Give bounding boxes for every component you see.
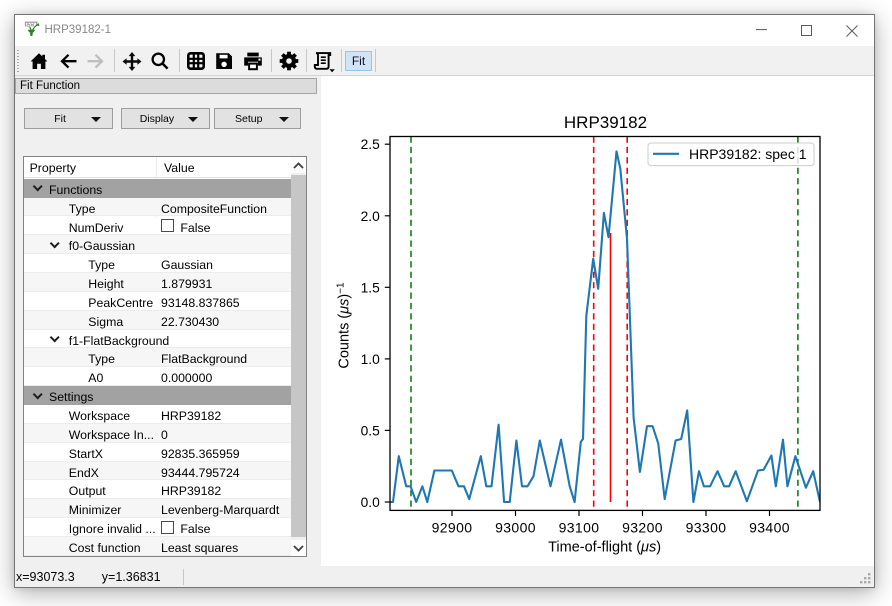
svg-text:93200: 93200	[622, 520, 663, 536]
svg-text:2.5: 2.5	[361, 137, 381, 152]
svg-text:HRP39182: HRP39182	[564, 113, 647, 132]
svg-text:92900: 92900	[432, 520, 473, 536]
svg-text:0.0: 0.0	[361, 495, 381, 510]
svg-text:HRP39182: spec 1: HRP39182: spec 1	[689, 146, 807, 162]
svg-text:1.5: 1.5	[361, 280, 381, 295]
svg-text:Counts (μs)−1: Counts (μs)−1	[335, 282, 353, 369]
svg-text:93100: 93100	[559, 520, 600, 536]
svg-text:93000: 93000	[495, 520, 536, 536]
svg-text:0.5: 0.5	[361, 423, 381, 438]
svg-text:93300: 93300	[686, 520, 727, 536]
svg-text:1.0: 1.0	[361, 352, 381, 367]
svg-text:2.0: 2.0	[361, 209, 381, 224]
svg-text:Time-of-flight (μs): Time-of-flight (μs)	[548, 539, 661, 555]
svg-text:93400: 93400	[749, 520, 790, 536]
